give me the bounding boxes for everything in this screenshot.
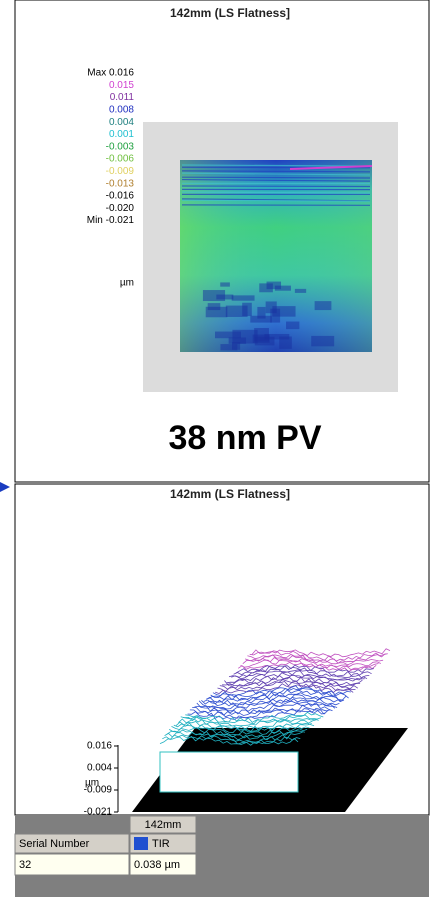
tir-icon — [134, 837, 148, 850]
blob — [259, 283, 273, 292]
front-face — [160, 752, 298, 792]
pv-result: 38 nm PV — [168, 419, 321, 457]
blob — [226, 306, 248, 317]
blob — [315, 301, 332, 310]
blob — [295, 289, 306, 293]
axis-unit: µm — [85, 778, 99, 789]
legend-label: -0.003 — [106, 141, 135, 152]
blob — [215, 332, 241, 339]
column-header: 142mm — [145, 819, 182, 831]
blob — [275, 286, 291, 291]
legend-label: 0.011 — [110, 92, 135, 103]
legend-label: Min -0.021 — [87, 215, 135, 226]
blob — [220, 282, 230, 286]
blob — [254, 328, 269, 341]
panel-title: 142mm (LS Flatness] — [170, 6, 290, 20]
blob — [232, 295, 255, 300]
blob — [232, 342, 240, 350]
axis-label: 0.016 — [87, 741, 112, 752]
blob — [203, 290, 225, 301]
cell — [15, 854, 129, 875]
legend-label: 0.001 — [109, 129, 134, 140]
blob — [270, 309, 280, 323]
row-header: Serial Number — [19, 838, 90, 850]
blob — [208, 303, 221, 310]
legend-label: -0.013 — [106, 178, 135, 189]
legend-label: 0.015 — [109, 80, 134, 91]
legend-label: 0.008 — [109, 105, 134, 116]
stripe — [182, 177, 370, 178]
serial: 32 — [19, 859, 31, 871]
legend-unit: µm — [120, 278, 134, 289]
blob — [286, 322, 299, 330]
blob — [257, 307, 265, 319]
arrow — [0, 482, 10, 492]
legend-label: 0.004 — [109, 117, 134, 128]
tir-value: 0.038 µm — [134, 859, 180, 871]
legend-label: Max 0.016 — [87, 68, 134, 79]
measure-name: TIR — [152, 838, 170, 850]
panel-title: 142mm (LS Flatness] — [170, 487, 290, 501]
legend-label: -0.016 — [106, 191, 135, 202]
blob — [311, 336, 334, 346]
axis-label: 0.004 — [87, 763, 112, 774]
legend-label: -0.009 — [106, 166, 135, 177]
legend-label: -0.020 — [106, 203, 135, 214]
legend-label: -0.006 — [106, 154, 135, 165]
